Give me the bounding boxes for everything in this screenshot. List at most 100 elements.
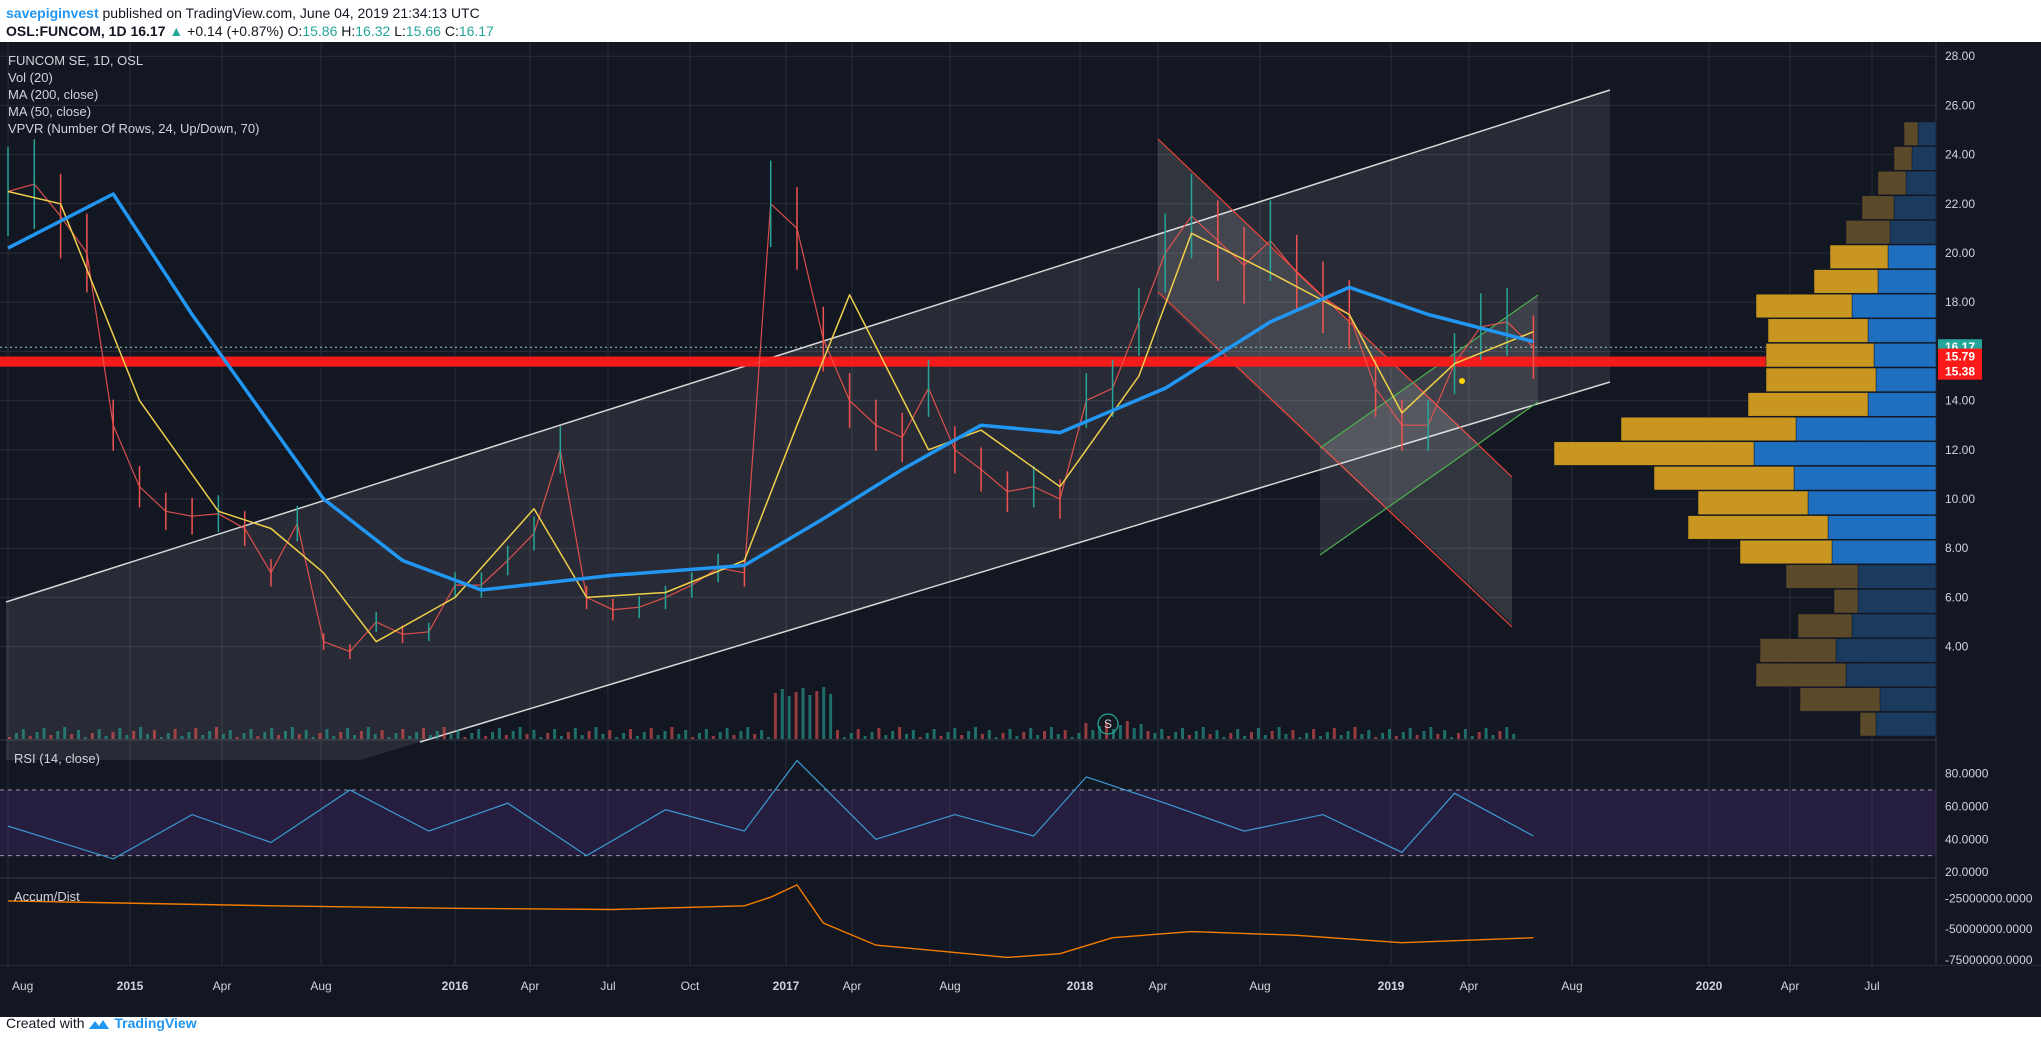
footer-brand[interactable]: TradingView xyxy=(114,1015,197,1031)
published-text: published on TradingView.com, June 04, 2… xyxy=(102,5,480,21)
vpvr-down-row xyxy=(1755,293,1853,319)
price-axis-label: 18.00 xyxy=(1945,295,1975,309)
volume-bar xyxy=(1022,732,1026,739)
legend-item[interactable]: FUNCOM SE, 1D, OSL xyxy=(8,53,144,68)
legend-item[interactable]: VPVR (Number Of Rows, 24, Up/Down, 70) xyxy=(8,121,260,136)
long-channel-upper xyxy=(5,89,1611,603)
volume-bar xyxy=(442,727,446,739)
volume-bar xyxy=(918,737,922,739)
volume-bar xyxy=(125,735,129,739)
volume-bar xyxy=(1408,728,1412,739)
legend-item[interactable]: MA (50, close) xyxy=(8,104,92,119)
vpvr-up-row xyxy=(1905,170,1937,196)
volume-bar xyxy=(332,736,336,739)
vpvr-up-row xyxy=(1877,269,1937,294)
volume-bar xyxy=(35,732,39,739)
ad-legend[interactable]: Accum/Dist xyxy=(14,889,80,904)
volume-bar xyxy=(877,728,881,739)
volume-bar xyxy=(539,737,543,739)
open-label: O: xyxy=(287,23,303,39)
rising-channel-upper xyxy=(1319,294,1539,449)
ma200-line xyxy=(7,192,1534,592)
open-value: 15.86 xyxy=(302,23,338,39)
volume-bar xyxy=(863,736,867,739)
volume-bar xyxy=(905,734,908,739)
volume-bar xyxy=(1484,728,1488,739)
volume-bar xyxy=(601,734,605,739)
volume-bar xyxy=(518,727,522,739)
volume-bar xyxy=(201,735,205,739)
vpvr-down-row xyxy=(1813,269,1879,294)
price-axis-label: 8.00 xyxy=(1945,541,1969,555)
volume-bar xyxy=(28,736,32,739)
volume-bar xyxy=(677,734,681,739)
long-channel-fill xyxy=(6,90,1610,760)
legend-item[interactable]: Vol (20) xyxy=(8,70,53,85)
volume-bar xyxy=(491,732,494,739)
volume-bar xyxy=(208,731,212,739)
volume-bar xyxy=(297,734,301,739)
volume-bar xyxy=(484,736,488,739)
legend-item[interactable]: MA (200, close) xyxy=(8,87,99,102)
volume-bar xyxy=(1222,737,1226,739)
volume-bar xyxy=(711,736,715,739)
volume-bar xyxy=(870,732,874,739)
volume-bar xyxy=(663,731,667,739)
time-axis-bg xyxy=(0,966,2041,1017)
volume-bar xyxy=(401,729,405,739)
volume-bar xyxy=(1091,730,1095,739)
volume-bar xyxy=(753,734,757,739)
volume-bar xyxy=(684,730,688,739)
support-band xyxy=(0,356,1936,367)
volume-bar xyxy=(366,727,370,739)
time-axis-label: Aug xyxy=(12,979,33,993)
volume-bar xyxy=(718,732,722,739)
volume-bar xyxy=(1001,733,1005,739)
price-axis-label: 26.00 xyxy=(1945,98,1975,112)
volume-bar xyxy=(111,732,115,739)
volume-bar xyxy=(104,736,108,739)
volume-bar xyxy=(56,731,60,739)
volume-bar xyxy=(380,730,384,739)
time-axis-label: 2020 xyxy=(1696,979,1723,993)
author-link[interactable]: savepiginvest xyxy=(6,5,99,21)
vpvr-down-row xyxy=(1829,244,1889,269)
vpvr-down-row xyxy=(1739,539,1833,565)
rsi-band xyxy=(0,790,1936,856)
rsi-axis-label: 80.0000 xyxy=(1945,767,1989,781)
volume-bar xyxy=(767,737,770,739)
chart-area[interactable]: 4.006.008.0010.0012.0014.0016.0018.0020.… xyxy=(0,42,2041,1017)
descending-channel-upper xyxy=(1157,138,1513,478)
volume-bar xyxy=(146,734,149,739)
volume-bar xyxy=(284,731,287,739)
volume-bar xyxy=(263,732,267,739)
rsi-legend[interactable]: RSI (14, close) xyxy=(14,751,100,766)
volume-bar xyxy=(21,729,25,739)
price-tag-lower: 15.38 xyxy=(1945,365,1975,379)
volume-bar xyxy=(698,733,701,739)
volume-bar xyxy=(90,733,94,739)
vpvr-up-row xyxy=(1887,244,1937,269)
last-price: 16.17 xyxy=(130,23,166,39)
volume-bar xyxy=(242,733,246,739)
volume-bar xyxy=(587,731,591,739)
volume-bar xyxy=(946,732,950,739)
volume-bar xyxy=(560,736,563,739)
volume-bar xyxy=(670,727,674,739)
volume-bar xyxy=(1201,727,1205,739)
volume-bar xyxy=(891,731,895,739)
volume-bar xyxy=(842,737,846,739)
vpvr-down-row xyxy=(1903,121,1919,146)
volume-bar xyxy=(884,735,888,739)
ad-line xyxy=(7,884,1534,959)
volume-bar xyxy=(408,736,412,739)
price-tag-upper: 15.79 xyxy=(1945,350,1975,364)
event-marker-label: S xyxy=(1104,717,1112,731)
volume-bar xyxy=(132,731,136,739)
vpvr-down-row xyxy=(1765,343,1875,368)
volume-bar xyxy=(642,732,646,739)
vpvr-up-row xyxy=(1917,121,1937,146)
volume-bar xyxy=(566,732,570,739)
volume-bar xyxy=(1415,735,1419,739)
chart-canvas[interactable]: 4.006.008.0010.0012.0014.0016.0018.0020.… xyxy=(0,42,2041,1017)
